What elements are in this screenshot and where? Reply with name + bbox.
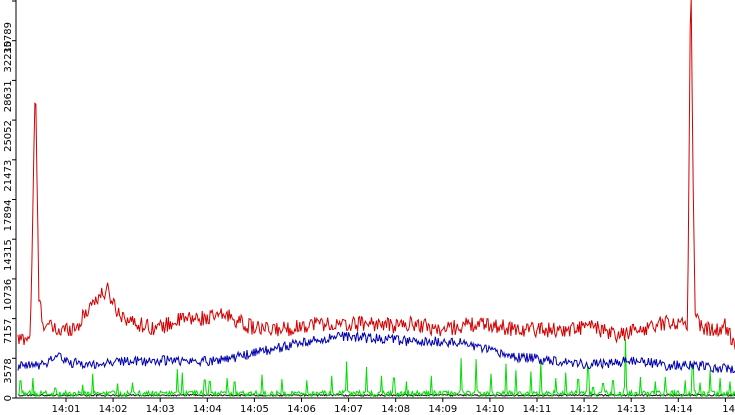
y-tick-label: 3578 — [3, 358, 14, 383]
y-tick-label: 25052 — [3, 120, 14, 152]
y-ticks: 0 3578 7157 10736 14315 17894 21473 25052 28631 3… — [3, 0, 16, 401]
x-tick-label: 14:04 — [193, 404, 222, 415]
x-tick-label: 14:03 — [146, 404, 175, 415]
x-tick-label: 14:06 — [287, 404, 316, 415]
x-tick-label: 14:08 — [381, 404, 410, 415]
x-tick-label: 14 — [722, 404, 735, 415]
y-tick-label: 10736 — [3, 279, 14, 311]
x-tick-label: 14:10 — [475, 404, 504, 415]
y-tick-label: 32210 — [3, 41, 14, 73]
y-tick-label: 0 — [3, 395, 14, 401]
x-tick-label: 14:14 — [664, 404, 693, 415]
y-tick-label: 7157 — [3, 319, 14, 344]
x-tick-label: 14:01 — [52, 404, 81, 415]
y-tick-label: 21473 — [3, 160, 14, 192]
y-tick-label: 14315 — [3, 239, 14, 271]
x-tick-label: 14:11 — [523, 404, 552, 415]
series-line — [17, 339, 735, 399]
x-tick-label: 14:09 — [428, 404, 457, 415]
y-tick-label: 28631 — [3, 80, 14, 112]
y-tick-label: 17894 — [3, 200, 14, 232]
y-tick-label: 35789 — [3, 22, 14, 54]
x-tick-label: 14:12 — [570, 404, 599, 415]
plot-lines — [17, 0, 735, 399]
x-tick-label: 14:13 — [617, 404, 646, 415]
x-tick-label: 14:07 — [334, 404, 363, 415]
series-line — [17, 330, 735, 374]
x-ticks: 14:01 14:02 14:03 14:04 14:05 14:06 14:07 14:08… — [52, 398, 735, 415]
x-tick-label: 14:02 — [99, 404, 128, 415]
series-line — [17, 0, 735, 350]
x-tick-label: 14:05 — [240, 404, 269, 415]
